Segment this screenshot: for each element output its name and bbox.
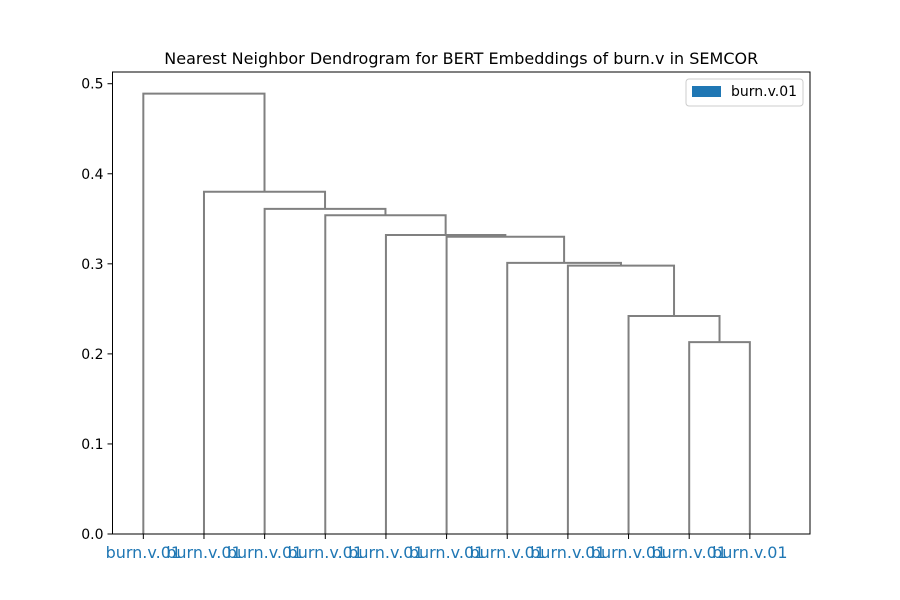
chart-title: Nearest Neighbor Dendrogram for BERT Emb… (164, 49, 758, 68)
y-axis: 0.0 0.1 0.2 0.3 0.4 0.5 (81, 77, 113, 543)
dendrogram-link (142, 92, 266, 534)
y-tick-label: 0.2 (81, 347, 103, 363)
y-tick-label: 0.1 (81, 437, 103, 453)
leaf-label: burn.v.01 (166, 543, 242, 562)
leaf-label: burn.v.01 (712, 543, 788, 562)
plot-area (112, 72, 810, 534)
leaf-label: burn.v.01 (591, 543, 667, 562)
legend-box (685, 78, 804, 107)
leaf-label: burn.v.01 (106, 543, 182, 562)
leaf-label: burn.v.01 (288, 543, 364, 562)
y-tick-label: 0.5 (81, 77, 103, 93)
leaf-label: burn.v.01 (348, 543, 424, 562)
legend-swatch (692, 86, 721, 97)
y-tick-label: 0.0 (81, 527, 103, 543)
y-tick-label: 0.3 (81, 257, 103, 273)
leaf-label: burn.v.01 (227, 543, 303, 562)
leaf-label: burn.v.01 (409, 543, 485, 562)
dendrogram-links (142, 92, 751, 534)
leaf-labels: burn.v.01burn.v.01burn.v.01burn.v.01burn… (106, 534, 788, 562)
legend-label: burn.v.01 (731, 84, 797, 100)
leaf-label: burn.v.01 (530, 543, 606, 562)
legend: burn.v.01 (685, 78, 804, 107)
y-tick-label: 0.4 (81, 167, 103, 183)
plot-frame (112, 71, 811, 535)
leaf-label: burn.v.01 (469, 543, 545, 562)
leaf-label: burn.v.01 (651, 543, 727, 562)
